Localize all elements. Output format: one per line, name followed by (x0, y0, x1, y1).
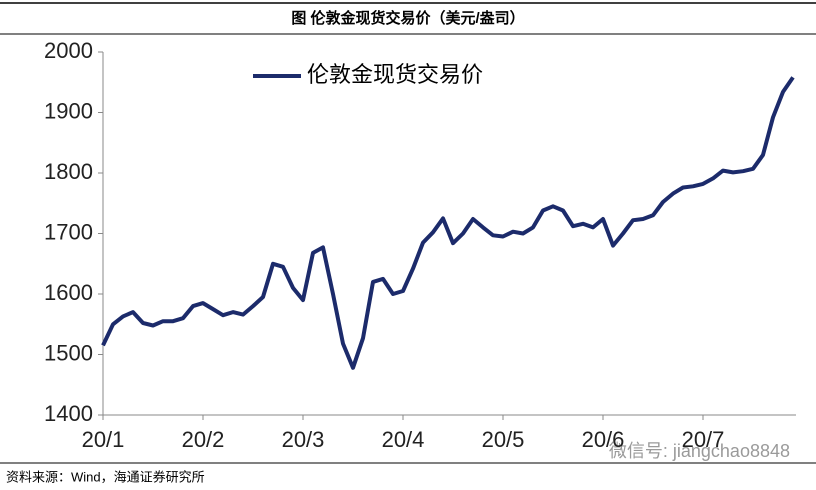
y-tick-label: 1900 (44, 98, 93, 123)
x-tick-label: 20/2 (182, 427, 225, 452)
y-tick-label: 1500 (44, 340, 93, 365)
x-tick-label: 20/4 (382, 427, 425, 452)
x-tick-label: 20/7 (682, 427, 725, 452)
x-tick-label: 20/1 (82, 427, 125, 452)
y-tick-label: 1700 (44, 219, 93, 244)
x-tick-label: 20/5 (482, 427, 525, 452)
x-tick-label: 20/3 (282, 427, 325, 452)
y-tick-label: 1800 (44, 159, 93, 184)
chart-title: 图 伦敦金现货交易价（美元/盎司） (291, 9, 524, 27)
y-tick-label: 2000 (44, 38, 93, 63)
source-note: 资料来源：Wind，海通证券研究所 (6, 469, 205, 484)
watermark: 微信号: jiangchao8848 (609, 441, 790, 461)
legend-label: 伦敦金现货交易价 (307, 62, 483, 87)
y-tick-label: 1400 (44, 401, 93, 426)
line-series (101, 76, 795, 370)
y-tick-label: 1600 (44, 280, 93, 305)
x-tick-label: 20/6 (582, 427, 625, 452)
